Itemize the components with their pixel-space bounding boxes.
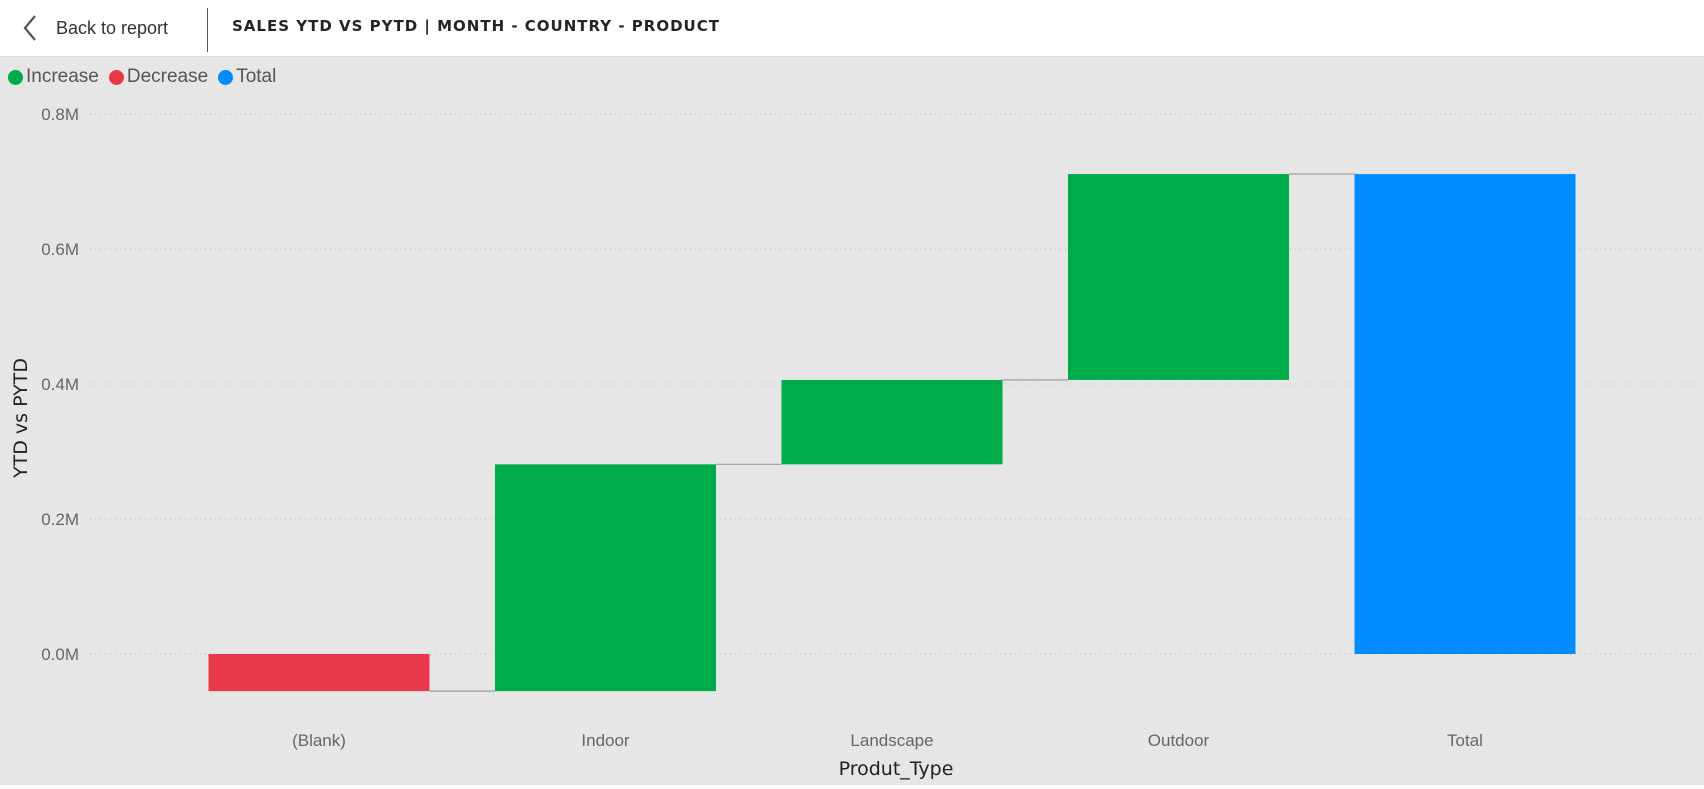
legend-label: Decrease xyxy=(126,66,209,87)
bar-blank xyxy=(208,654,430,692)
bar-total xyxy=(1354,174,1576,654)
back-label: Back to report xyxy=(56,17,169,38)
bar-indoor xyxy=(495,464,716,692)
legend-swatch-increase xyxy=(8,69,23,85)
legend-item-decrease[interactable]: Decrease xyxy=(108,66,209,88)
legend-swatch-total xyxy=(218,69,234,85)
y-tick-label: 0.0M xyxy=(41,645,79,664)
y-axis-title: YTD vs PYTD xyxy=(10,358,32,479)
legend-label: Total xyxy=(236,66,277,87)
x-tick-label: (Blank) xyxy=(292,731,346,750)
page-title: SALES YTD VS PYTD | MONTH - COUNTRY - PR… xyxy=(232,17,720,35)
header-divider xyxy=(207,8,208,52)
bottom-strip xyxy=(0,785,1704,789)
legend-item-increase[interactable]: Increase xyxy=(8,66,99,88)
legend-item-total[interactable]: Total xyxy=(218,66,276,88)
x-tick-label: Indoor xyxy=(581,731,630,750)
y-tick-label: 0.4M xyxy=(41,375,79,394)
chart-legend[interactable]: Increase Decrease Total xyxy=(8,66,286,88)
top-bar: Back to report SALES YTD VS PYTD | MONTH… xyxy=(0,0,1704,57)
x-tick-label: Outdoor xyxy=(1148,731,1210,750)
x-axis-title: Produt_Type xyxy=(839,758,954,780)
y-tick-label: 0.2M xyxy=(41,510,79,529)
bar-outdoor xyxy=(1068,174,1289,380)
chevron-left-icon xyxy=(22,14,38,42)
y-tick-label: 0.8M xyxy=(41,105,79,124)
back-to-report-button[interactable]: Back to report xyxy=(22,14,168,42)
x-tick-label: Total xyxy=(1447,731,1483,750)
legend-swatch-decrease xyxy=(108,69,124,85)
x-tick-label: Landscape xyxy=(850,731,933,750)
bar-landscape xyxy=(781,379,1003,465)
y-tick-label: 0.6M xyxy=(41,240,79,259)
legend-label: Increase xyxy=(26,66,99,87)
